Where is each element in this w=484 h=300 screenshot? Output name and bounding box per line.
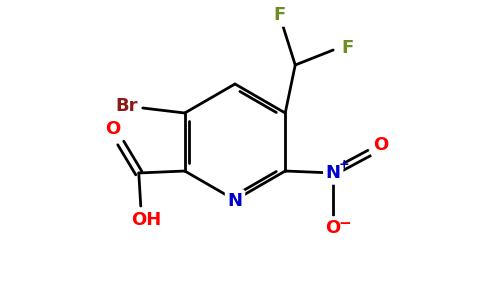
- Text: N: N: [326, 164, 341, 182]
- Text: O: O: [326, 219, 341, 237]
- Text: O: O: [105, 120, 121, 138]
- Text: +: +: [339, 158, 349, 170]
- Text: F: F: [341, 39, 353, 57]
- Text: −: −: [339, 215, 351, 230]
- Text: O: O: [374, 136, 389, 154]
- Text: OH: OH: [131, 211, 161, 229]
- Text: F: F: [273, 6, 286, 24]
- Text: N: N: [227, 192, 242, 210]
- Text: Br: Br: [116, 97, 138, 115]
